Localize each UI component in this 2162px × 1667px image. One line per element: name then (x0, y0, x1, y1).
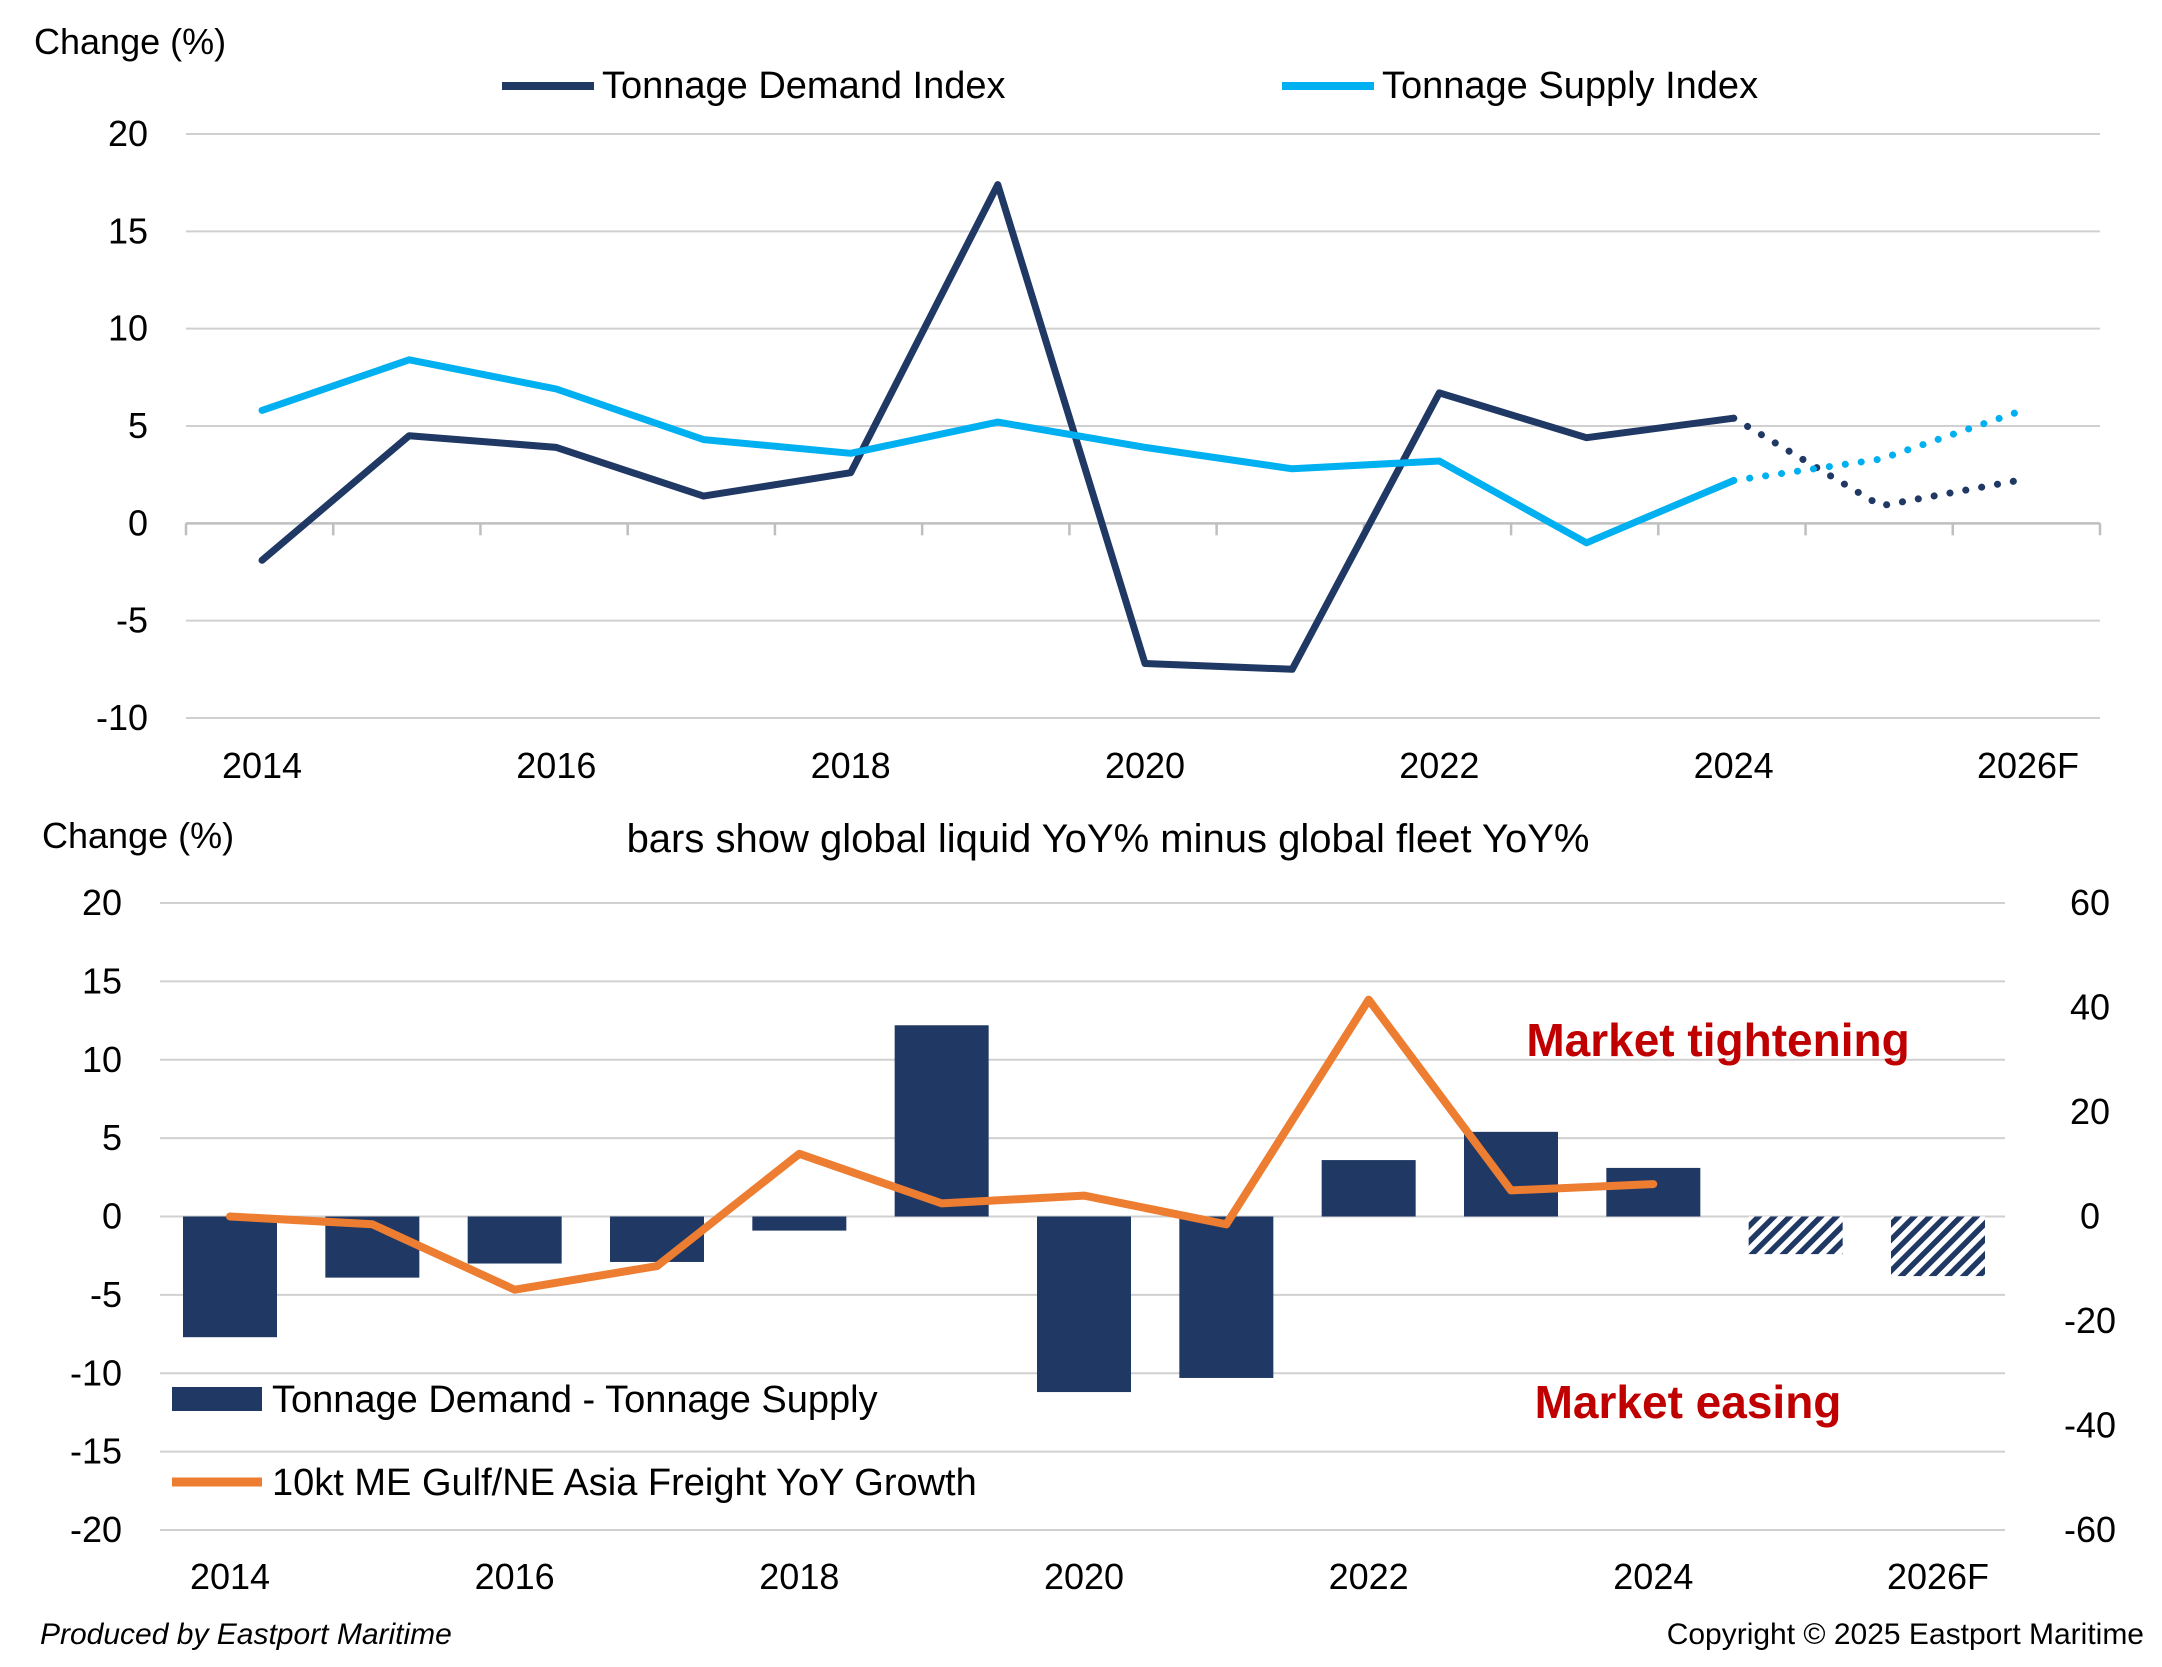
demand-minus-supply-bar (1321, 1160, 1416, 1217)
bottom-x-tick-label: 2020 (1044, 1556, 1124, 1597)
top-y-tick-label: -5 (116, 600, 148, 641)
bottom-bar-chart: 20 15 10 5 0 -5 -10 -15 -20 60 40 20 0 -20 -40 -60 2014 2… (42, 815, 2116, 1597)
demand-minus-supply-bar (1179, 1216, 1274, 1378)
footer-copyright-text: Copyright © 2025 Eastport Maritime (1666, 1618, 2144, 1651)
top-x-tick-label: 2018 (811, 745, 891, 786)
bottom-x-tick-label: 2026F (1887, 1556, 1989, 1597)
bottom-y-tick-label: 15 (82, 960, 122, 1001)
bottom-x-tick-label: 2024 (1613, 1556, 1693, 1597)
bottom-y-tick-label: -20 (70, 1509, 122, 1550)
bottom-y2-tick-label: -20 (2064, 1300, 2116, 1341)
top-y-tick-label: 20 (108, 113, 148, 154)
bottom-y2-tick-label: 40 (2070, 987, 2110, 1028)
bottom-x-tick-label: 2018 (759, 1556, 839, 1597)
demand-minus-supply-bar (467, 1216, 562, 1264)
demand-index-forecast-line (1730, 414, 2032, 510)
supply-index-line (258, 356, 1738, 547)
bottom-y-tick-label: -10 (70, 1352, 122, 1393)
footer-producer-text: Produced by Eastport Maritime (40, 1618, 452, 1651)
top-y-axis-title: Change (%) (34, 21, 226, 62)
top-x-tick-label: 2020 (1105, 745, 1185, 786)
demand-minus-supply-bar (1037, 1216, 1131, 1393)
forecast-bar (1891, 1216, 1985, 1277)
freight-growth-line (226, 995, 1658, 1294)
top-y-tick-label: -10 (96, 697, 148, 738)
demand-minus-supply-bar (894, 1025, 989, 1217)
bottom-y-tick-label: -15 (70, 1431, 122, 1472)
top-x-tick-label: 2014 (222, 745, 302, 786)
bottom-y-tick-label: 0 (102, 1196, 122, 1237)
bottom-y-tick-label: -5 (90, 1274, 122, 1315)
top-line-chart: 20 15 10 5 0 -5 -10 2014 2016 2018 2020 2022 2024 202… (34, 21, 2102, 786)
annotation-market-tightening: Market tightening (1526, 1014, 1909, 1066)
forecast-bar (1748, 1216, 1843, 1255)
demand-minus-supply-bar (1606, 1167, 1701, 1217)
top-y-tick-label: 5 (128, 405, 148, 446)
annotation-market-easing: Market easing (1535, 1376, 1842, 1428)
demand-minus-supply-bar (752, 1216, 847, 1231)
bottom-y2-tick-label: -40 (2064, 1405, 2116, 1446)
legend-bars-swatch (172, 1387, 262, 1411)
bottom-x-tick-label: 2014 (190, 1556, 270, 1597)
legend-supply-label: Tonnage Supply Index (1382, 65, 1758, 107)
top-y-tick-label: 10 (108, 308, 148, 349)
top-x-tick-label: 2024 (1694, 745, 1774, 786)
demand-minus-supply-bar (183, 1216, 277, 1338)
top-y-tick-label: 0 (128, 502, 148, 543)
legend-bars-label: Tonnage Demand - Tonnage Supply (272, 1379, 878, 1421)
bottom-x-tick-label: 2016 (475, 1556, 555, 1597)
demand-index-line (258, 181, 1738, 673)
bottom-y2-tick-label: 60 (2070, 882, 2110, 923)
bottom-y-tick-label: 5 (102, 1117, 122, 1158)
bottom-x-tick-label: 2022 (1329, 1556, 1409, 1597)
top-y-tick-label: 15 (108, 210, 148, 251)
bottom-y2-tick-label: 20 (2070, 1091, 2110, 1132)
legend-freight-label: 10kt ME Gulf/NE Asia Freight YoY Growth (272, 1462, 977, 1504)
legend-demand-label: Tonnage Demand Index (602, 65, 1006, 107)
bottom-y-tick-label: 10 (82, 1039, 122, 1080)
top-x-tick-label: 2026F (1977, 745, 2079, 786)
top-x-tick-label: 2016 (516, 745, 596, 786)
bottom-y-tick-label: 20 (82, 882, 122, 923)
bottom-chart-subtitle: bars show global liquid YoY% minus globa… (627, 817, 1590, 861)
top-x-tick-label: 2022 (1399, 745, 1479, 786)
bottom-y2-tick-label: -60 (2064, 1509, 2116, 1550)
supply-index-forecast-line (1730, 405, 2032, 484)
bottom-y2-tick-label: 0 (2080, 1196, 2100, 1237)
bottom-y-axis-title: Change (%) (42, 815, 234, 856)
